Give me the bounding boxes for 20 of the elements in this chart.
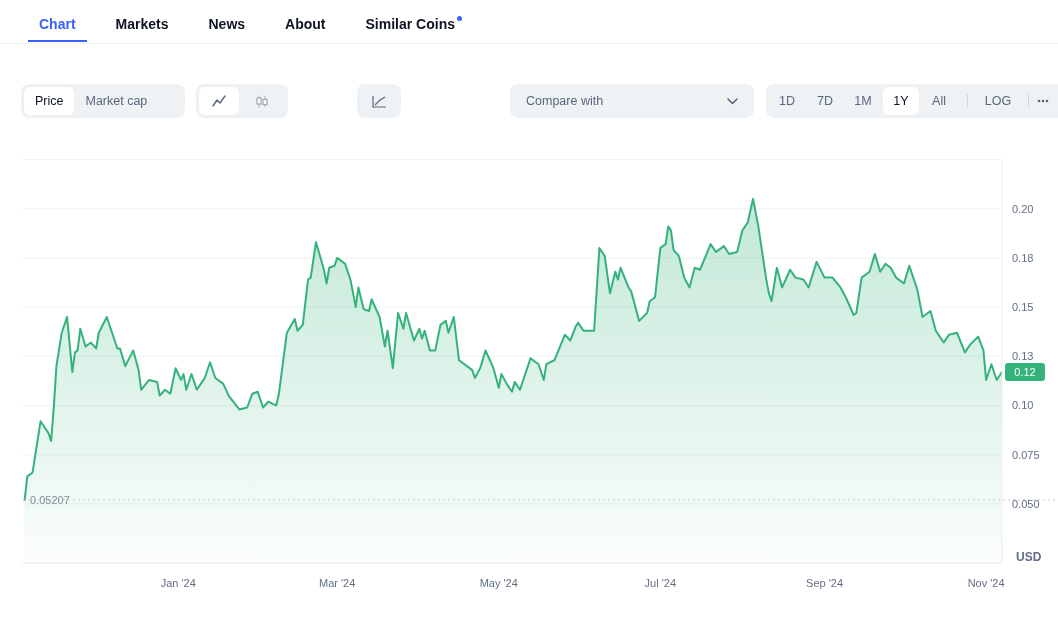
y-axis-title: USD bbox=[1016, 550, 1042, 564]
x-tick-label: Jul '24 bbox=[644, 576, 677, 589]
x-tick-label: Nov '24 bbox=[967, 576, 1005, 589]
segmented-control: Price Market cap bbox=[21, 84, 185, 118]
x-tick-label: Sep '24 bbox=[806, 576, 844, 589]
annotation: 0.12 bbox=[1014, 366, 1036, 379]
x-tick-label: May '24 bbox=[479, 576, 518, 589]
y-tick-label: 0.20 bbox=[1012, 202, 1034, 215]
y-tick-label: 0.15 bbox=[1012, 301, 1034, 314]
y-tick-label: 0.10 bbox=[1012, 399, 1034, 412]
ref-line-label: 0.05207 bbox=[30, 493, 70, 506]
dropdown: Compare with bbox=[510, 84, 754, 118]
x-tick-label: Jan '24 bbox=[160, 576, 196, 589]
y-tick-label: 0.075 bbox=[1012, 448, 1040, 461]
tab-bar: Chart Markets News About Similar Coins bbox=[0, 0, 1058, 44]
y-tick-label: 0.18 bbox=[1012, 251, 1034, 264]
y-tick-label: 0.050 bbox=[1012, 497, 1040, 510]
segmented-control: 1D 7D 1M 1Y All LOG bbox=[766, 84, 1058, 118]
x-tick-label: Mar '24 bbox=[319, 576, 356, 589]
y-tick-label: 0.13 bbox=[1012, 350, 1034, 363]
